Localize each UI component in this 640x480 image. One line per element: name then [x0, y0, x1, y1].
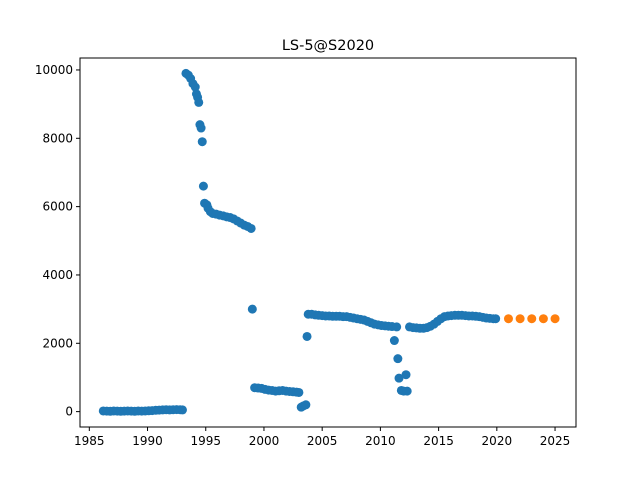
x-tick-label: 1990: [132, 434, 163, 448]
y-tick-label: 6000: [42, 200, 73, 214]
data-point-series-1: [197, 137, 207, 147]
x-tick-label: 2015: [423, 434, 454, 448]
data-point-series-1: [247, 304, 257, 314]
data-point-series-1: [394, 373, 404, 383]
y-tick-label: 10000: [35, 63, 73, 77]
x-tick-label: 2020: [482, 434, 513, 448]
data-point-series-2: [503, 314, 513, 324]
data-point-series-1: [294, 387, 304, 397]
data-point-series-2: [550, 314, 560, 324]
x-tick-label: 2000: [249, 434, 280, 448]
y-tick-label: 4000: [42, 268, 73, 282]
plot-points: [98, 68, 560, 416]
x-axis-ticks: 1985 1990 1995 2000 2005 2010 2015 2020 2025: [74, 427, 570, 448]
y-tick-label: 8000: [42, 131, 73, 145]
plot-frame: [79, 57, 577, 428]
x-tick-label: 2025: [540, 434, 571, 448]
data-point-series-1: [301, 400, 311, 410]
data-point-series-2: [527, 314, 537, 324]
y-tick-label: 0: [65, 405, 73, 419]
data-point-series-1: [194, 97, 204, 107]
chart-title: LS-5@S2020: [282, 38, 374, 54]
data-point-series-1: [392, 322, 402, 332]
data-point-series-1: [196, 123, 206, 133]
data-point-series-1: [393, 354, 403, 364]
x-tick-label: 1985: [74, 434, 105, 448]
data-point-series-1: [402, 386, 412, 396]
x-tick-label: 2005: [307, 434, 338, 448]
data-point-series-1: [389, 336, 399, 346]
y-tick-label: 2000: [42, 336, 73, 350]
data-point-series-1: [198, 181, 208, 191]
data-point-series-1: [177, 405, 187, 415]
x-tick-label: 2010: [365, 434, 396, 448]
data-point-series-1: [491, 314, 501, 324]
data-point-series-1: [302, 331, 312, 341]
data-point-series-1: [190, 82, 200, 92]
y-axis-ticks: 0 2000 4000 6000 8000 10000: [35, 63, 80, 419]
data-point-series-1: [246, 223, 256, 233]
x-tick-label: 1995: [190, 434, 221, 448]
data-point-series-1: [401, 370, 411, 380]
data-point-series-2: [538, 314, 548, 324]
data-point-series-2: [515, 314, 525, 324]
